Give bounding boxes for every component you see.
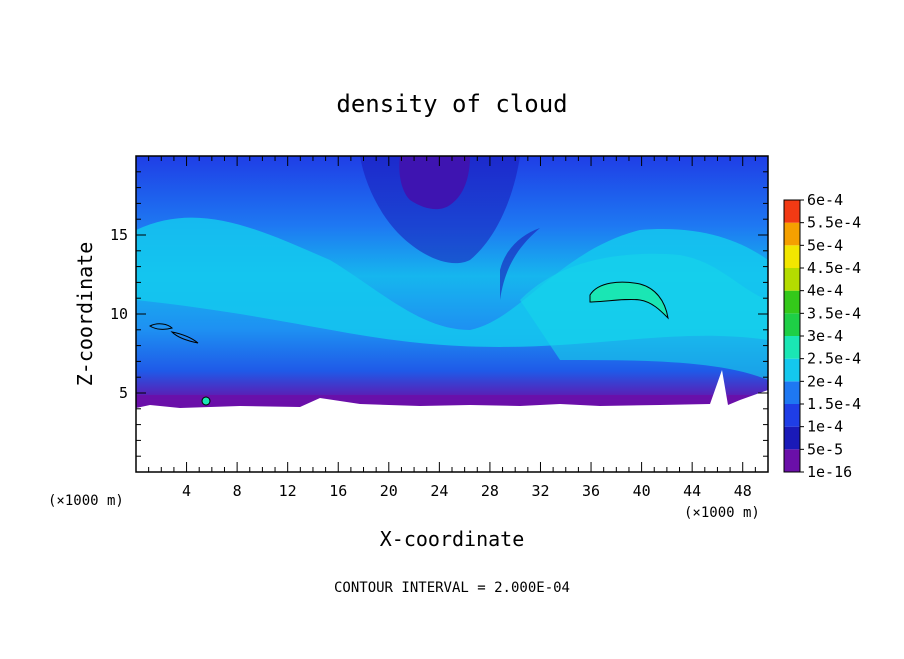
colorbar-label: 5.5e-4 [807, 214, 861, 232]
x-tick-label: 24 [430, 482, 448, 500]
x-tick-label: 32 [531, 482, 549, 500]
colorbar-swatch [784, 222, 800, 246]
y-axis-label: Z-coordinate [73, 242, 97, 387]
x-tick-label: 44 [683, 482, 701, 500]
colorbar-swatch [784, 245, 800, 268]
colorbar-label: 3.5e-4 [807, 304, 861, 322]
colorbar-label: 3e-4 [807, 327, 843, 345]
x-axis-label: X-coordinate [380, 527, 525, 551]
x-tick-label: 16 [329, 482, 347, 500]
contour-small-blob [201, 396, 211, 406]
y-axis-ticks: 5 10 15 [110, 171, 768, 457]
contour-small-left-1 [149, 323, 173, 330]
x-tick-label: 20 [380, 482, 398, 500]
colorbar-label: 1e-16 [807, 463, 852, 481]
colorbar-swatch [784, 313, 800, 336]
colorbar-swatch [784, 381, 800, 404]
x-tick-label: 8 [233, 482, 242, 500]
contour-small-left-2 [170, 331, 199, 344]
colorbar-swatch [784, 268, 800, 291]
colorbar-label: 5e-4 [807, 236, 843, 254]
field-cyan-region-right [520, 253, 768, 380]
colorbar-swatch [784, 290, 800, 314]
colorbar-swatch [784, 200, 800, 223]
x-tick-label: 12 [279, 482, 297, 500]
x-unit-left: (×1000 m) [48, 493, 124, 509]
x-tick-label: 28 [481, 482, 499, 500]
colorbar-label: 6e-4 [807, 191, 843, 209]
contour-interval-note: CONTOUR INTERVAL = 2.000E-04 [334, 580, 570, 596]
field-dark-streak [500, 228, 540, 300]
colorbar-label: 1e-4 [807, 418, 843, 436]
x-unit-right: (×1000 m) [684, 505, 760, 521]
plot-field [136, 156, 768, 472]
colorbar: 1e-16 5e-5 1e-4 1.5e-4 2e-4 2.5e-4 3e-4 3.5e-4 4… [783, 191, 861, 481]
colorbar-label: 5e-5 [807, 440, 843, 458]
x-axis-ticks: 4 8 12 16 20 24 28 32 36 40 44 48 [148, 156, 756, 500]
y-tick-label: 15 [110, 226, 128, 244]
colorbar-swatch [784, 358, 800, 382]
y-tick-label: 10 [110, 305, 128, 323]
colorbar-label: 2.5e-4 [807, 350, 861, 368]
colorbar-swatch [784, 336, 800, 359]
colorbar-swatch [784, 404, 800, 427]
x-tick-label: 4 [182, 482, 191, 500]
x-tick-label: 36 [582, 482, 600, 500]
terrain-mask [136, 370, 768, 472]
colorbar-swatch [784, 426, 800, 450]
y-tick-label: 5 [119, 384, 128, 402]
chart-title: density of cloud [336, 90, 567, 118]
x-tick-label: 48 [734, 482, 752, 500]
contour-2e-4 [589, 281, 669, 320]
colorbar-swatch [784, 449, 800, 472]
colorbar-label: 4e-4 [807, 282, 843, 300]
colorbar-label: 2e-4 [807, 372, 843, 390]
colorbar-label: 4.5e-4 [807, 259, 861, 277]
x-tick-label: 40 [633, 482, 651, 500]
colorbar-label: 1.5e-4 [807, 395, 861, 413]
field-dark-top [360, 156, 520, 264]
